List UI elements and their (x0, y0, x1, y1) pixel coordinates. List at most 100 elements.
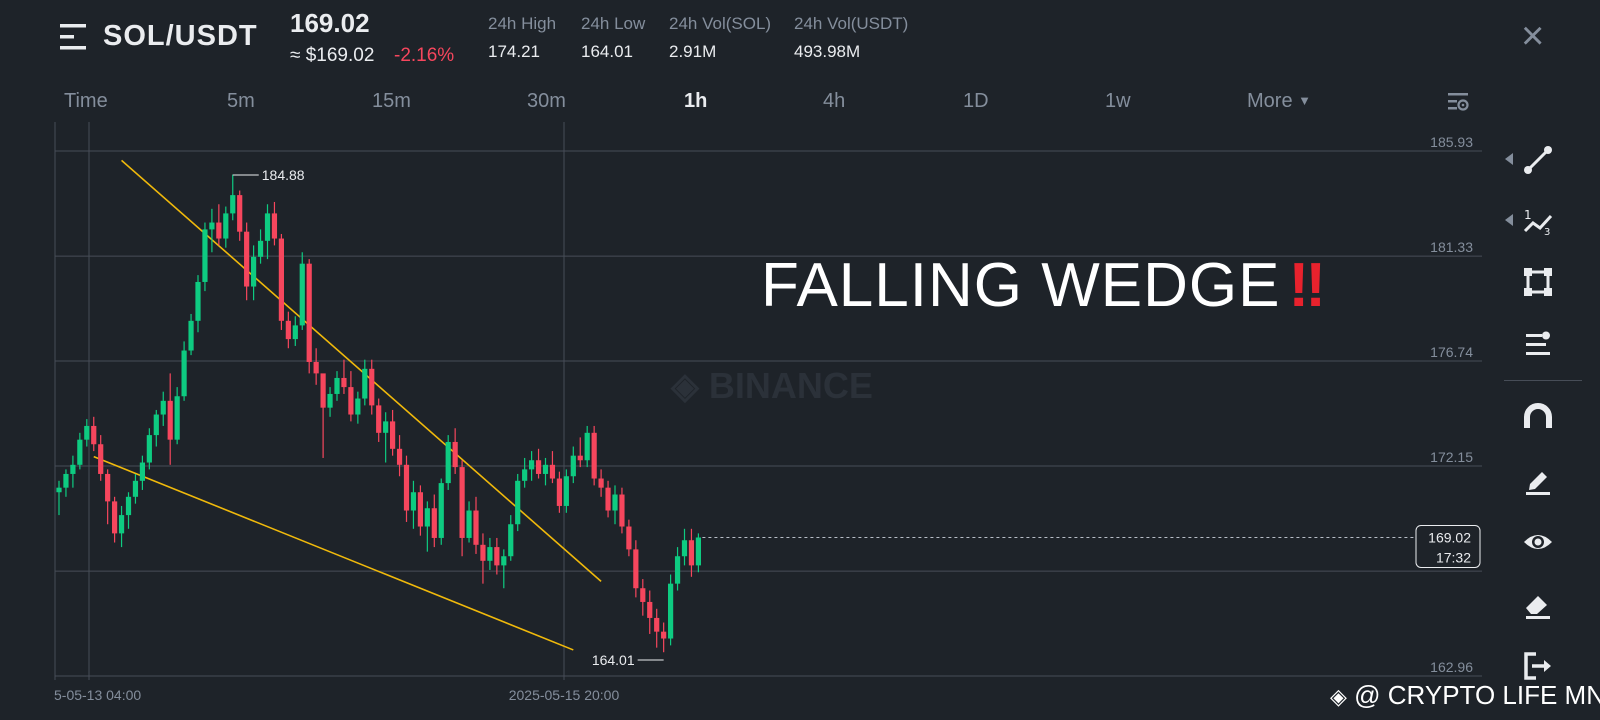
stat-value: 174.21 (488, 42, 540, 61)
exit-icon[interactable] (1522, 650, 1554, 682)
tab-1w[interactable]: 1w (1105, 90, 1131, 112)
candle (313, 348, 319, 385)
tab-time[interactable]: Time (64, 90, 108, 112)
candle (209, 208, 215, 253)
candle (598, 469, 604, 497)
eraser-icon[interactable] (1522, 588, 1554, 620)
candle-body (522, 469, 528, 481)
candle-body (424, 508, 430, 527)
candle-body (431, 508, 437, 538)
candle (237, 190, 243, 241)
toolbar-divider (1504, 380, 1582, 381)
candle (487, 537, 493, 570)
tab-1h[interactable]: 1h (684, 90, 708, 112)
candle-body (695, 537, 701, 566)
candle-body (70, 464, 76, 474)
candle-body (223, 213, 229, 239)
candle (167, 373, 173, 465)
candle (139, 455, 145, 490)
candle (348, 371, 354, 422)
candle-body (91, 425, 97, 445)
candle-body (334, 377, 340, 394)
candle (271, 201, 278, 246)
tab-1d[interactable]: 1D (963, 90, 989, 112)
candle (174, 387, 180, 445)
candle-body (181, 350, 187, 397)
candle (584, 425, 590, 468)
candle-body (257, 240, 264, 257)
candle-body (63, 473, 69, 488)
candle (522, 457, 528, 488)
candle-body (285, 320, 291, 340)
candle-body (410, 492, 417, 511)
magnet-icon[interactable] (1522, 402, 1554, 434)
candle (695, 533, 701, 573)
candle-body (452, 441, 458, 468)
tab-4h[interactable]: 4h (823, 90, 846, 112)
candle-body (549, 464, 556, 479)
candle (403, 455, 410, 522)
candle-body (459, 467, 465, 538)
candle-body (570, 455, 576, 477)
candle (118, 505, 125, 548)
pencil-icon[interactable] (1522, 464, 1554, 496)
tab-15m[interactable]: 15m (372, 90, 411, 112)
candle (390, 409, 396, 456)
candle-body (668, 583, 674, 639)
price-change-percent: -2.16% (394, 45, 455, 66)
candle-body (633, 549, 639, 589)
trendline-icon[interactable] (1522, 144, 1554, 176)
candle (577, 437, 583, 468)
candle (417, 485, 423, 536)
candle (445, 435, 451, 490)
fibonacci-icon[interactable]: 1 3 (1522, 205, 1554, 237)
tab-30m[interactable]: 30m (527, 90, 566, 112)
indicator-icon[interactable] (1522, 328, 1554, 360)
candle (661, 622, 667, 653)
candle-body (674, 556, 681, 584)
candle (292, 316, 298, 346)
candle (230, 174, 236, 221)
candle (105, 469, 111, 525)
candle-body (501, 556, 507, 566)
y-tick-label: 181.33 (1430, 239, 1473, 255)
candle-body (403, 464, 410, 511)
chart-settings-icon[interactable] (1446, 90, 1470, 114)
candle (688, 528, 695, 577)
expand-arrow-icon[interactable] (1504, 153, 1514, 165)
candle (647, 590, 653, 634)
candle (223, 206, 229, 248)
candle-body (299, 263, 305, 326)
candle-body (313, 361, 319, 374)
candle-body (216, 222, 222, 239)
trading-pair[interactable]: SOL/USDT (103, 20, 258, 52)
candle (257, 229, 264, 264)
rectangle-icon[interactable] (1522, 266, 1554, 298)
more-dropdown[interactable]: More ▼ (1247, 90, 1311, 113)
candle (556, 471, 562, 513)
eye-icon[interactable] (1522, 526, 1554, 558)
candle (362, 359, 368, 406)
stat-24h-high: 24h High 174.21 (488, 14, 556, 62)
candle-body (132, 480, 139, 497)
y-tick-label: 185.93 (1430, 134, 1473, 150)
stat-label: 24h Low (581, 14, 646, 33)
tab-5m[interactable]: 5m (227, 90, 255, 112)
stat-24h-low: 24h Low 164.01 (581, 14, 645, 62)
pattern-annotation: FALLING WEDGE ‼ (761, 250, 1327, 321)
expand-arrow-icon[interactable] (1504, 214, 1514, 226)
candle (327, 387, 333, 417)
author-watermark: ◈ @ CRYPTO LIFE MNE (1330, 680, 1600, 711)
candle-body (188, 320, 194, 351)
candle (501, 549, 507, 589)
candle-body (306, 263, 312, 362)
close-icon[interactable]: × (1521, 14, 1545, 58)
menu-icon[interactable] (60, 24, 88, 50)
candle-body (278, 238, 284, 321)
candle (431, 494, 437, 548)
y-tick-label: 172.15 (1430, 449, 1473, 465)
candle-body (125, 496, 132, 516)
candle-body (195, 281, 201, 321)
stat-24h-vol-usdt: 24h Vol(USDT) 493.98M (794, 14, 908, 62)
